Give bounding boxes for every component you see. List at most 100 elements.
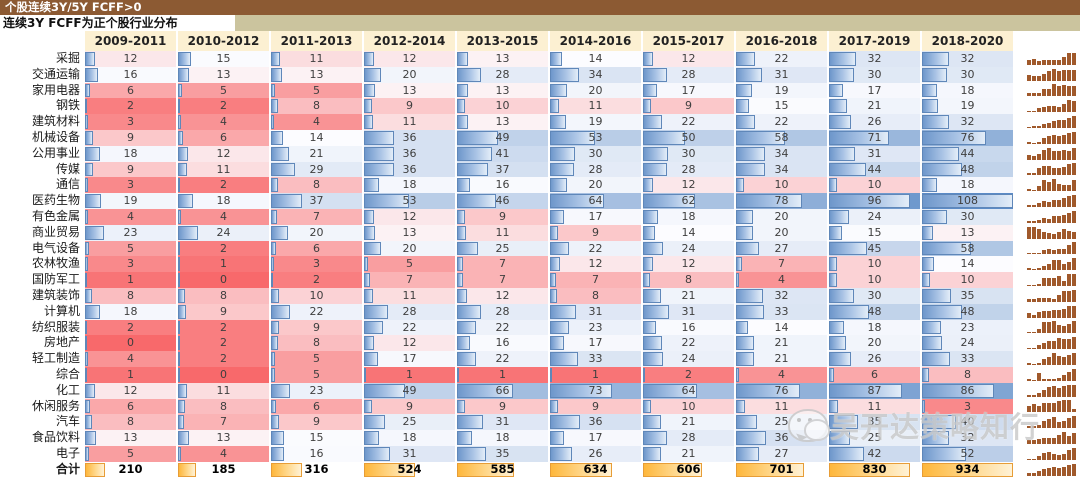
value-cell[interactable]: 33 — [736, 303, 829, 320]
value-cell[interactable]: 49 — [364, 382, 457, 399]
value-cell[interactable]: 22 — [457, 319, 550, 336]
value-cell[interactable]: 0 — [178, 366, 271, 383]
value-cell[interactable]: 13 — [922, 224, 1015, 241]
value-cell[interactable]: 36 — [364, 145, 457, 162]
value-cell[interactable]: 18 — [364, 430, 457, 446]
value-cell[interactable]: 9 — [85, 161, 178, 178]
value-cell[interactable]: 2 — [271, 272, 364, 288]
value-cell[interactable]: 11 — [364, 287, 457, 304]
value-cell[interactable]: 2 — [643, 366, 736, 383]
value-cell[interactable]: 22 — [364, 319, 457, 336]
value-cell[interactable]: 10 — [457, 98, 550, 115]
value-cell[interactable]: 35 — [922, 287, 1015, 304]
value-cell[interactable]: 0 — [85, 335, 178, 352]
value-cell[interactable]: 2 — [178, 98, 271, 115]
value-cell[interactable]: 23 — [271, 382, 364, 399]
value-cell[interactable]: 18 — [364, 177, 457, 194]
value-cell[interactable]: 20 — [550, 82, 643, 99]
value-cell[interactable]: 9 — [643, 98, 736, 115]
value-cell[interactable]: 12 — [85, 382, 178, 399]
value-cell[interactable]: 35 — [457, 445, 550, 462]
value-cell[interactable]: 9 — [271, 414, 364, 431]
value-cell[interactable]: 78 — [736, 193, 829, 209]
row-label[interactable]: 房地产 — [0, 335, 85, 352]
value-cell[interactable]: 1 — [178, 256, 271, 273]
value-cell[interactable]: 11 — [736, 398, 829, 415]
value-cell[interactable]: 3 — [85, 114, 178, 130]
value-cell[interactable]: 32 — [736, 287, 829, 304]
value-cell[interactable]: 22 — [643, 335, 736, 352]
row-label[interactable]: 家用电器 — [0, 82, 85, 99]
value-cell[interactable]: 18 — [643, 208, 736, 225]
value-cell[interactable]: 12 — [457, 287, 550, 304]
value-cell[interactable]: 14 — [550, 51, 643, 67]
row-label[interactable]: 建筑材料 — [0, 114, 85, 130]
value-cell[interactable]: 28 — [643, 66, 736, 83]
column-header[interactable]: 2018-2020 — [922, 31, 1015, 51]
value-cell[interactable]: 32 — [922, 51, 1015, 67]
value-cell[interactable]: 31 — [736, 66, 829, 83]
value-cell[interactable]: 10 — [643, 398, 736, 415]
total-cell[interactable]: 585 — [457, 461, 550, 478]
value-cell[interactable]: 25 — [364, 414, 457, 431]
row-label[interactable]: 商业贸易 — [0, 224, 85, 241]
value-cell[interactable]: 18 — [85, 303, 178, 320]
row-label[interactable]: 公用事业 — [0, 145, 85, 162]
value-cell[interactable]: 11 — [550, 98, 643, 115]
value-cell[interactable]: 6 — [85, 398, 178, 415]
row-label[interactable]: 电气设备 — [0, 240, 85, 257]
value-cell[interactable]: 20 — [736, 208, 829, 225]
column-header[interactable]: 2010-2012 — [178, 31, 271, 51]
value-cell[interactable]: 8 — [271, 335, 364, 352]
value-cell[interactable]: 16 — [457, 177, 550, 194]
column-header[interactable]: 2011-2013 — [271, 31, 364, 51]
value-cell[interactable]: 5 — [85, 445, 178, 462]
value-cell[interactable]: 12 — [643, 256, 736, 273]
value-cell[interactable]: 5 — [271, 366, 364, 383]
value-cell[interactable]: 34 — [736, 145, 829, 162]
column-header[interactable]: 2016-2018 — [736, 31, 829, 51]
value-cell[interactable]: 24 — [643, 351, 736, 367]
row-label[interactable]: 计算机 — [0, 303, 85, 320]
value-cell[interactable]: 6 — [271, 398, 364, 415]
value-cell[interactable]: 31 — [829, 145, 922, 162]
value-cell[interactable]: 6 — [178, 129, 271, 146]
value-cell[interactable]: 29 — [271, 161, 364, 178]
value-cell[interactable]: 12 — [364, 208, 457, 225]
row-label[interactable]: 机械设备 — [0, 129, 85, 146]
value-cell[interactable]: 30 — [922, 208, 1015, 225]
value-cell[interactable]: 28 — [643, 161, 736, 178]
value-cell[interactable]: 11 — [829, 398, 922, 415]
value-cell[interactable]: 24 — [178, 224, 271, 241]
value-cell[interactable]: 13 — [178, 430, 271, 446]
value-cell[interactable]: 27 — [736, 240, 829, 257]
total-cell[interactable]: 524 — [364, 461, 457, 478]
value-cell[interactable]: 12 — [643, 51, 736, 67]
value-cell[interactable]: 17 — [550, 430, 643, 446]
value-cell[interactable]: 0 — [178, 272, 271, 288]
column-header[interactable]: 2017-2019 — [829, 31, 922, 51]
value-cell[interactable]: 45 — [829, 240, 922, 257]
value-cell[interactable]: 33 — [922, 351, 1015, 367]
value-cell[interactable]: 28 — [457, 303, 550, 320]
value-cell[interactable]: 4 — [178, 208, 271, 225]
value-cell[interactable]: 21 — [736, 351, 829, 367]
value-cell[interactable]: 22 — [643, 114, 736, 130]
value-cell[interactable]: 2 — [178, 240, 271, 257]
value-cell[interactable]: 20 — [829, 335, 922, 352]
value-cell[interactable]: 36 — [364, 129, 457, 146]
row-label[interactable]: 食品饮料 — [0, 430, 85, 446]
value-cell[interactable]: 19 — [85, 193, 178, 209]
row-label[interactable]: 纺织服装 — [0, 319, 85, 336]
total-cell[interactable]: 185 — [178, 461, 271, 478]
value-cell[interactable]: 9 — [178, 303, 271, 320]
row-label[interactable]: 通信 — [0, 177, 85, 194]
value-cell[interactable]: 34 — [736, 161, 829, 178]
row-label[interactable]: 采掘 — [0, 51, 85, 67]
value-cell[interactable]: 31 — [643, 303, 736, 320]
value-cell[interactable]: 7 — [550, 272, 643, 288]
value-cell[interactable]: 20 — [550, 177, 643, 194]
value-cell[interactable]: 17 — [550, 208, 643, 225]
value-cell[interactable]: 12 — [178, 145, 271, 162]
value-cell[interactable]: 12 — [643, 177, 736, 194]
